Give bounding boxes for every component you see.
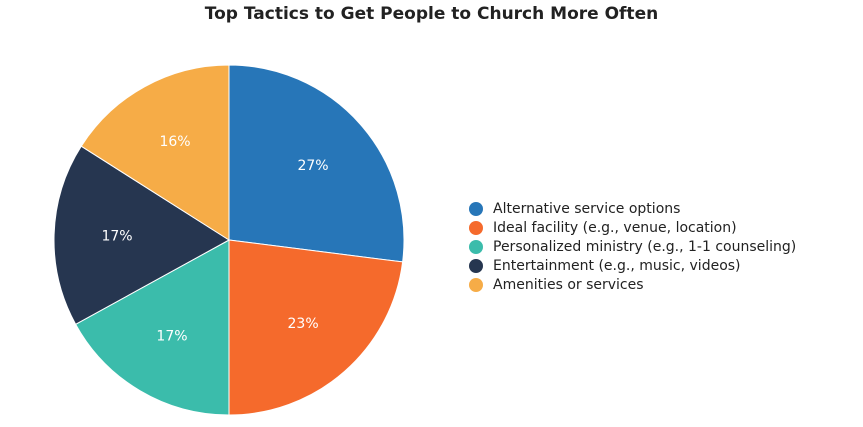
slice-label-3: 17% <box>101 228 132 244</box>
legend-marker-0 <box>469 201 483 216</box>
slice-label-1: 23% <box>288 316 319 332</box>
legend-marker-3 <box>469 258 483 273</box>
legend-item-3[interactable]: Entertainment (e.g., music, videos) <box>469 256 796 275</box>
slice-label-4: 16% <box>159 134 190 150</box>
pie-slice-3[interactable] <box>53 145 230 325</box>
legend-marker-2 <box>469 239 483 254</box>
legend-item-2[interactable]: Personalized ministry (e.g., 1-1 counsel… <box>469 237 796 256</box>
legend-item-1[interactable]: Ideal facility (e.g., venue, location) <box>469 218 796 237</box>
legend-label-3: Entertainment (e.g., music, videos) <box>493 257 741 274</box>
slice-label-0: 27% <box>297 158 328 174</box>
legend-item-4[interactable]: Amenities or services <box>469 275 796 294</box>
pie-slice-2[interactable] <box>74 239 230 416</box>
legend-label-0: Alternative service options <box>493 200 681 217</box>
chart-legend: Alternative service options Ideal facilit… <box>469 199 796 294</box>
pie-slice-0[interactable] <box>228 64 405 263</box>
legend-label-4: Amenities or services <box>493 276 644 293</box>
pie-slice-4[interactable] <box>80 64 230 241</box>
slice-label-2: 17% <box>156 328 187 344</box>
legend-marker-1 <box>469 220 483 235</box>
legend-item-0[interactable]: Alternative service options <box>469 199 796 218</box>
chart-title: Top Tactics to Get People to Church More… <box>204 4 659 24</box>
pie-slice-1[interactable] <box>228 239 404 416</box>
legend-marker-4 <box>469 277 483 292</box>
legend-label-1: Ideal facility (e.g., venue, location) <box>493 219 737 236</box>
legend-label-2: Personalized ministry (e.g., 1-1 counsel… <box>493 238 797 255</box>
